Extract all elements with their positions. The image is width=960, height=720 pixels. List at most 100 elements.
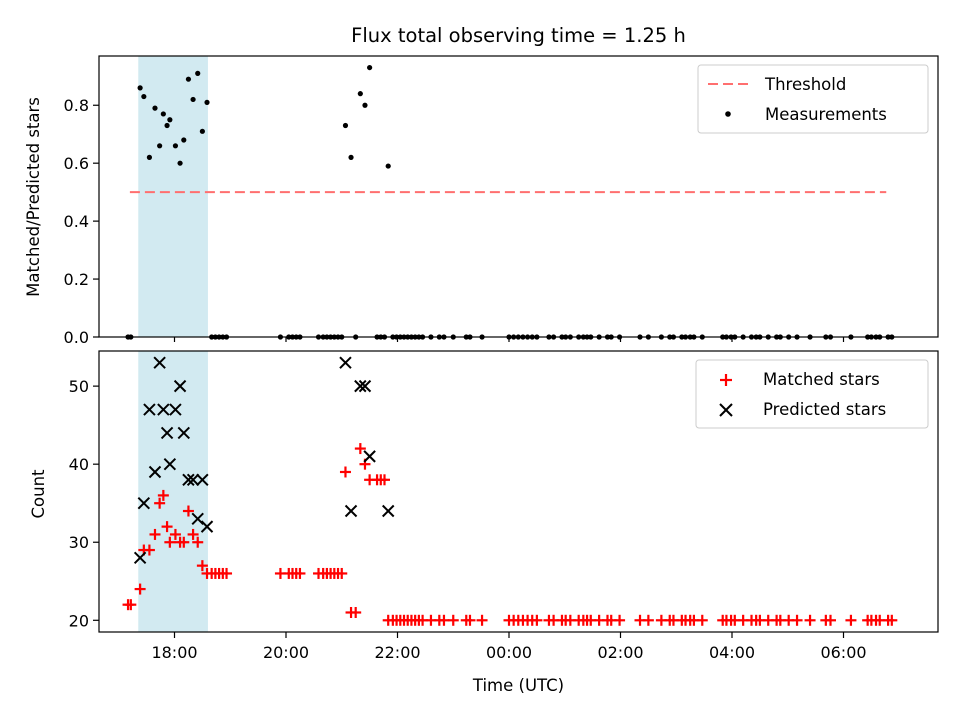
legend-threshold-label: Threshold — [764, 75, 846, 94]
matched-star-marker — [350, 606, 362, 618]
predicted-star-marker — [157, 403, 170, 416]
measurement-point — [167, 117, 173, 123]
x-tick-label: 04:00 — [709, 643, 755, 662]
bottom-marks — [122, 356, 898, 626]
matched-star-marker — [196, 560, 208, 572]
bottom-legend-box — [695, 359, 929, 429]
measurement-point — [357, 91, 363, 97]
measurement-point — [141, 93, 147, 100]
legend-matched-swatch — [720, 374, 732, 386]
matched-star-marker — [164, 536, 176, 548]
predicted-star-marker — [143, 403, 156, 416]
matched-star-marker — [438, 614, 450, 626]
legend-predicted-label: Predicted stars — [763, 400, 886, 419]
matched-star-marker — [824, 614, 836, 626]
predicted-star-marker — [363, 450, 376, 463]
bottom-x-ticks: 18:00 20:00 22:00 00:00 02:00 04:00 06:00 — [151, 632, 867, 662]
matched-star-marker — [125, 599, 137, 611]
y-tick-label: 50 — [69, 377, 89, 396]
measurement-point — [157, 143, 163, 149]
top-plot-frame — [98, 55, 939, 338]
measurement-point — [204, 99, 210, 105]
predicted-star-marker — [137, 497, 151, 510]
predicted-star-marker — [358, 379, 372, 393]
y-tick-label: 0.6 — [64, 154, 89, 173]
y-tick-label: 0.0 — [64, 328, 89, 347]
x-tick-label: 18:00 — [151, 643, 197, 662]
measurement-point — [199, 128, 205, 134]
predicted-star-marker — [200, 520, 214, 533]
matched-star-marker — [169, 528, 181, 540]
predicted-star-marker — [344, 504, 358, 518]
measurement-point — [172, 143, 179, 149]
matched-star-marker — [221, 567, 233, 579]
measurement-point — [367, 64, 373, 71]
measurement-point — [342, 122, 349, 129]
legend-measurements-label: Measurements — [765, 105, 887, 124]
x-axis-label: Time (UTC) — [472, 676, 564, 695]
matched-star-marker — [134, 583, 146, 595]
matched-star-marker — [178, 536, 190, 548]
chart-title: Flux total observing time = 1.25 h — [351, 24, 686, 47]
predicted-star-marker — [182, 473, 195, 486]
matched-star-marker — [447, 614, 459, 626]
top-legend: Threshold Measurements — [697, 64, 929, 134]
predicted-star-marker — [153, 356, 166, 369]
measurement-point — [195, 70, 201, 76]
matched-star-marker — [161, 521, 173, 533]
predicted-star-marker — [339, 356, 352, 369]
measurement-point — [137, 85, 143, 91]
y-tick-label: 0.4 — [64, 212, 89, 231]
measurement-point — [190, 96, 196, 103]
matched-star-marker — [804, 614, 816, 626]
top-shaded-interval — [138, 56, 208, 337]
predicted-star-marker — [177, 426, 190, 440]
bottom-legend: Matched stars Predicted stars — [695, 359, 929, 429]
measurement-point — [164, 122, 170, 129]
matched-star-marker — [378, 474, 390, 486]
matched-star-marker — [154, 497, 166, 509]
matched-star-marker — [157, 489, 169, 501]
x-tick-label: 06:00 — [820, 643, 866, 662]
predicted-star-marker — [186, 473, 200, 486]
y-tick-label: 0.8 — [64, 96, 89, 115]
y-tick-label: 40 — [69, 455, 89, 474]
matched-star-marker — [845, 614, 857, 626]
matched-star-marker — [182, 505, 194, 517]
predicted-star-marker — [382, 504, 395, 518]
top-panel: 0.0 0.2 0.4 0.6 0.8 Flux total observing tim… — [24, 24, 939, 347]
matched-star-marker — [143, 544, 155, 556]
matched-star-marker — [339, 466, 351, 478]
predicted-star-marker — [169, 403, 182, 416]
x-tick-label: 20:00 — [263, 643, 309, 662]
measurement-point — [185, 76, 192, 82]
measurement-point — [385, 163, 391, 169]
y-tick-label: 0.2 — [64, 270, 89, 289]
predicted-star-marker — [163, 457, 177, 471]
y-tick-label: 20 — [69, 611, 89, 630]
y-tick-label: 30 — [69, 533, 89, 552]
measurement-point — [146, 154, 153, 160]
bottom-y-ticks: 20 30 40 50 — [69, 377, 99, 630]
bottom-shaded-interval — [138, 351, 208, 632]
measurement-point — [177, 160, 183, 166]
matched-star-marker — [187, 528, 199, 540]
legend-predicted-swatch — [719, 403, 733, 417]
measurement-point — [152, 105, 158, 111]
bottom-y-axis-label: Count — [29, 469, 48, 519]
matched-star-marker — [336, 567, 348, 579]
predicted-star-marker — [196, 473, 209, 486]
predicted-star-marker — [191, 512, 204, 526]
x-tick-label: 02:00 — [597, 643, 643, 662]
matched-star-marker — [476, 614, 488, 626]
matched-star-marker — [149, 528, 161, 540]
bottom-panel: 20 30 40 50 18:00 20:00 22:00 00:00 02:00 04:00 0… — [29, 350, 939, 695]
legend-measurements-swatch — [725, 111, 731, 117]
matched-star-marker — [614, 614, 626, 626]
top-legend-box — [697, 64, 929, 134]
matched-star-marker — [192, 536, 204, 548]
measurement-point — [160, 111, 166, 117]
matched-star-marker — [791, 614, 803, 626]
measurement-point — [348, 154, 354, 160]
